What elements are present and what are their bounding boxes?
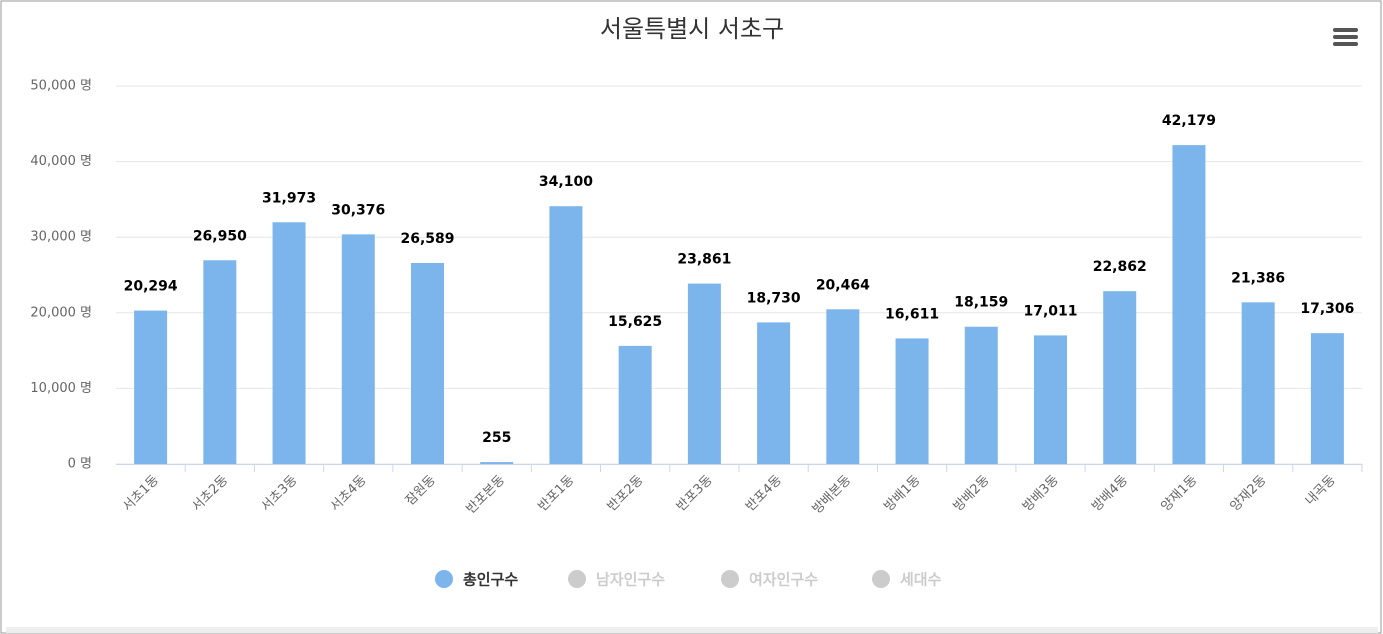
legend-label: 총인구수 [463, 571, 518, 589]
bar [272, 222, 306, 464]
legend-label: 여자인구수 [749, 571, 818, 589]
data-label: 34,100 [539, 174, 593, 190]
bar [826, 309, 860, 464]
bar [1103, 291, 1137, 464]
bar [480, 462, 514, 464]
y-tick-label: 40,000 명 [30, 154, 92, 169]
bar [895, 338, 929, 464]
data-label: 20,294 [124, 279, 178, 295]
bar [618, 345, 652, 464]
y-tick-label: 20,000 명 [30, 305, 92, 320]
legend-label: 남자인구수 [596, 571, 665, 589]
legend-item[interactable]: 여자인구수 [721, 570, 818, 589]
data-label: 20,464 [816, 277, 870, 293]
data-label: 26,950 [193, 228, 247, 244]
data-label: 17,011 [1023, 303, 1077, 319]
bar [134, 310, 168, 464]
chart-title: 서울특별시 서초구 [600, 15, 784, 43]
data-label: 18,730 [747, 290, 801, 306]
data-label: 26,589 [400, 231, 454, 247]
bar [549, 206, 583, 465]
legend-marker [721, 570, 739, 588]
legend-item[interactable]: 세대수 [872, 570, 942, 589]
bar [1310, 333, 1344, 464]
data-label: 30,376 [331, 202, 385, 218]
menu-button[interactable] [1333, 28, 1358, 46]
data-label: 16,611 [885, 306, 939, 322]
data-label: 255 [482, 430, 511, 446]
bottom-strip [6, 627, 1378, 633]
bar [1172, 145, 1206, 464]
menu-bar [1333, 42, 1358, 46]
data-label: 21,386 [1231, 270, 1285, 286]
legend-marker [568, 570, 586, 588]
menu-bar [1333, 35, 1358, 39]
data-label: 42,179 [1162, 113, 1216, 129]
data-label: 31,973 [262, 190, 316, 206]
bar [687, 283, 721, 464]
data-label: 18,159 [954, 295, 1008, 311]
menu-bar [1333, 28, 1358, 32]
y-tick-label: 30,000 명 [30, 230, 92, 245]
bar [757, 322, 791, 464]
data-label: 23,861 [677, 252, 731, 268]
y-tick-label: 50,000 명 [30, 79, 92, 94]
bar [411, 262, 444, 464]
bar [964, 326, 998, 464]
data-label: 17,306 [1300, 301, 1354, 317]
bar [341, 234, 375, 464]
y-tick-label: 0 명 [68, 457, 92, 472]
data-label: 15,625 [608, 314, 662, 330]
legend-item[interactable]: 남자인구수 [568, 570, 665, 589]
y-tick-label: 10,000 명 [30, 381, 92, 396]
bar [1034, 335, 1067, 464]
legend-marker [435, 570, 453, 588]
legend-item[interactable]: 총인구수 [435, 570, 518, 589]
data-label: 22,862 [1093, 259, 1147, 275]
legend-marker [872, 570, 890, 588]
legend-label: 세대수 [900, 571, 942, 589]
bar [1241, 302, 1275, 464]
bar [203, 260, 237, 464]
